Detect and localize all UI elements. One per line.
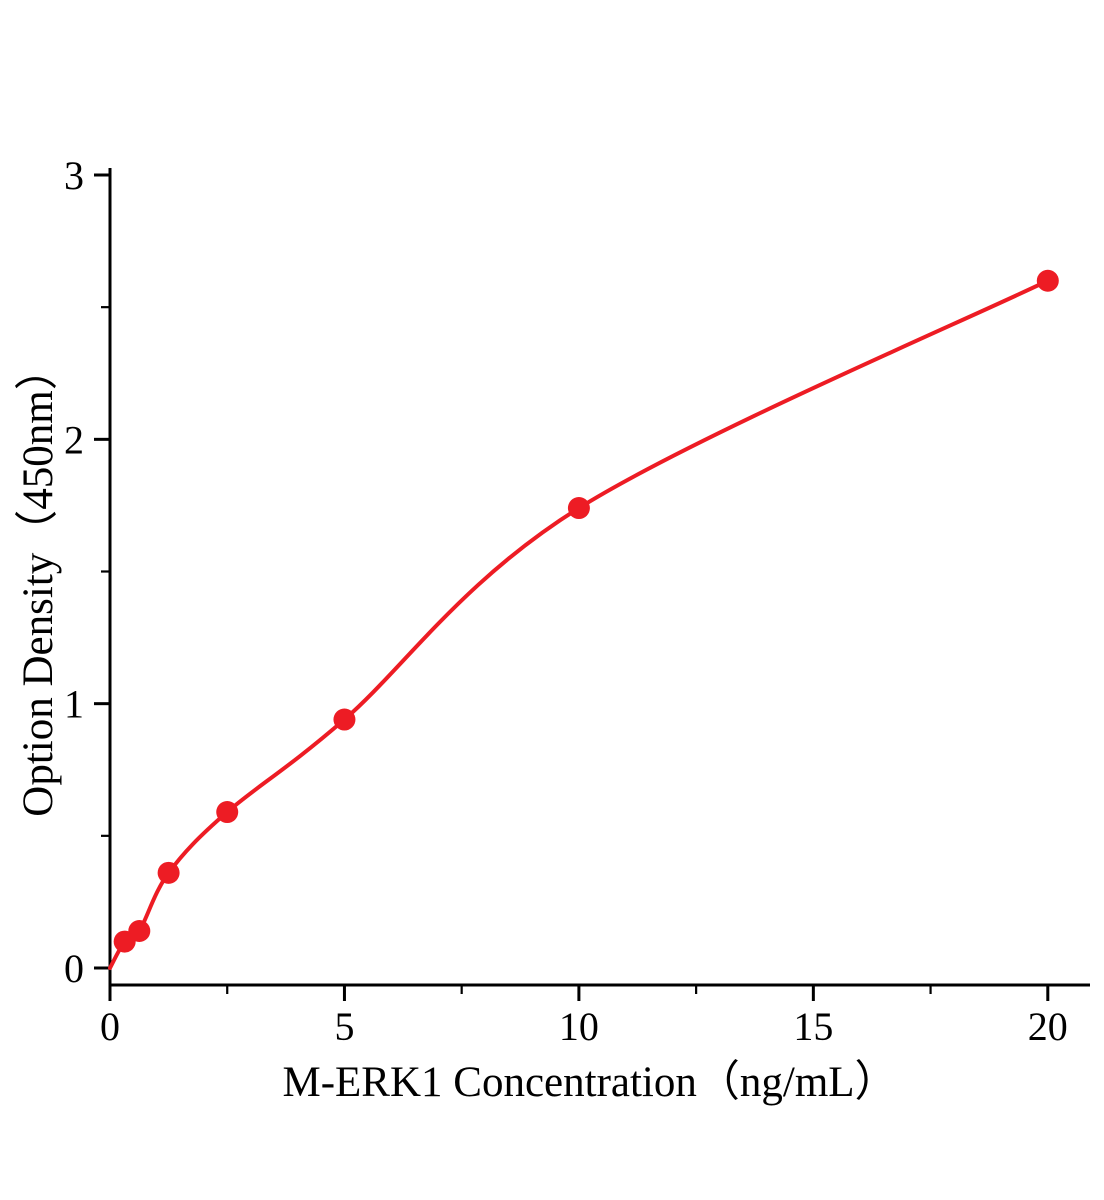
y-tick-label: 0 <box>64 946 84 991</box>
data-point <box>157 861 180 884</box>
axis-lines <box>108 168 1090 987</box>
data-point <box>1036 269 1059 292</box>
data-point <box>567 497 590 520</box>
x-tick-label: 15 <box>793 1004 833 1049</box>
x-tick-label: 0 <box>100 1004 120 1049</box>
fit-curve-line <box>108 278 1050 970</box>
y-tick-label: 2 <box>64 417 84 462</box>
data-point <box>128 919 151 942</box>
y-tick-label: 1 <box>64 682 84 727</box>
y-tick-label: 3 <box>64 153 84 198</box>
x-axis-title: M-ERK1 Concentration（ng/mL） <box>282 1059 897 1106</box>
x-tick-label: 10 <box>559 1004 599 1049</box>
y-axis-title: Option Density（450nm） <box>15 347 62 816</box>
x-tick-label: 20 <box>1028 1004 1068 1049</box>
plot-layer: 0 5 10 15 20 0 1 2 3 <box>64 153 1090 1049</box>
x-tick-label: 5 <box>334 1004 354 1049</box>
data-point <box>216 801 239 824</box>
data-point <box>333 708 356 731</box>
